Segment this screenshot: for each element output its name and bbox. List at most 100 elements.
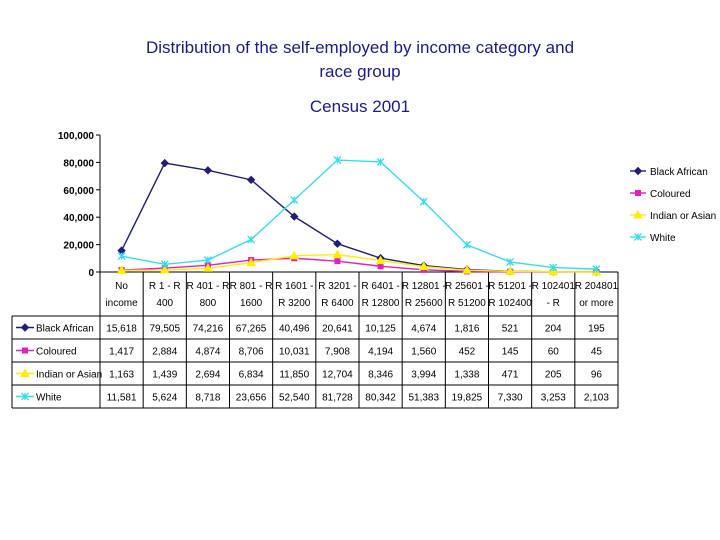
table-cell-indian-or-asian: 12,704 <box>322 370 353 381</box>
data-point-black-african <box>290 212 299 221</box>
table-cell-white: 5,624 <box>152 393 177 404</box>
table-cell-coloured: 60 <box>548 347 560 358</box>
category-label: 800 <box>200 298 217 309</box>
table-cell-black-african: 79,505 <box>149 324 180 335</box>
y-tick-label: 20,000 <box>63 241 94 252</box>
table-cell-coloured: 8,706 <box>239 347 264 358</box>
table-cell-white: 23,656 <box>236 393 267 404</box>
table-cell-coloured: 10,031 <box>279 347 310 358</box>
y-tick-label: 0 <box>88 268 94 279</box>
legend-label-white: White <box>650 233 676 244</box>
data-point-white <box>203 256 212 265</box>
table-cell-white: 81,728 <box>322 393 353 404</box>
table-cell-black-african: 20,641 <box>322 324 353 335</box>
category-label: income <box>105 298 138 309</box>
data-point-indian-or-asian <box>375 255 386 265</box>
table-key-marker-white <box>21 392 29 401</box>
category-label: - R <box>547 298 560 309</box>
category-label: R 204801 <box>575 281 619 292</box>
legend-label-black-african: Black African <box>650 167 708 178</box>
category-label: No <box>115 281 128 292</box>
table-cell-indian-or-asian: 1,439 <box>152 370 177 381</box>
table-cell-coloured: 2,884 <box>152 347 177 358</box>
data-point-white <box>419 197 428 206</box>
data-point-indian-or-asian <box>116 265 127 274</box>
category-label: R 3200 <box>278 298 311 309</box>
table-row-label-coloured: Coloured <box>36 347 77 358</box>
chart-title-line-2: race group <box>319 62 401 81</box>
category-label: R 51201 - <box>488 281 532 292</box>
legend-label-indian-or-asian: Indian or Asian <box>650 211 716 222</box>
category-label: R 25600 <box>405 298 443 309</box>
data-point-indian-or-asian <box>289 250 300 260</box>
category-label: R 6400 <box>321 298 354 309</box>
data-point-indian-or-asian <box>332 249 343 259</box>
category-label: R 102401 <box>532 281 576 292</box>
table-cell-black-african: 521 <box>502 324 519 335</box>
table-cell-black-african: 1,816 <box>454 324 479 335</box>
chart-subtitle: Census 2001 <box>309 97 411 116</box>
table-cell-black-african: 195 <box>588 324 605 335</box>
table-cell-black-african: 204 <box>545 324 562 335</box>
y-tick-label: 40,000 <box>63 213 94 224</box>
table-cell-white: 19,825 <box>452 393 483 404</box>
table-cell-white: 7,330 <box>498 393 523 404</box>
category-label: R 3201 - <box>318 281 356 292</box>
table-cell-indian-or-asian: 1,163 <box>109 370 134 381</box>
data-point-white <box>247 235 256 244</box>
chart-title-line-1: Distribution of the self-employed by inc… <box>145 38 575 57</box>
y-tick-label: 60,000 <box>63 186 94 197</box>
table-cell-indian-or-asian: 11,850 <box>279 370 309 381</box>
table-row-label-indian-or-asian: Indian or Asian <box>36 370 102 381</box>
category-label: 1600 <box>240 298 263 309</box>
legend-marker-black-african <box>633 166 643 176</box>
data-point-indian-or-asian <box>246 257 256 267</box>
table-cell-coloured: 1,417 <box>109 347 134 358</box>
category-label: R 1601 - <box>275 281 313 292</box>
table-cell-white: 80,342 <box>365 393 396 404</box>
legend-marker-coloured <box>635 190 641 196</box>
data-point-coloured <box>334 258 341 265</box>
table-cell-black-african: 74,216 <box>193 324 224 335</box>
table-cell-indian-or-asian: 3,994 <box>411 370 436 381</box>
category-label: R 51200 <box>448 298 486 309</box>
data-point-white <box>462 240 471 249</box>
data-point-white <box>117 252 126 261</box>
table-cell-coloured: 4,194 <box>368 347 393 358</box>
data-point-indian-or-asian <box>418 261 429 271</box>
data-point-white <box>333 156 342 164</box>
table-key-marker-coloured <box>22 347 28 354</box>
category-label: R 25601 - <box>445 281 489 292</box>
data-point-black-african <box>333 239 342 248</box>
table-cell-coloured: 7,908 <box>325 347 350 358</box>
table-cell-black-african: 40,496 <box>279 324 310 335</box>
series-line-coloured <box>121 257 597 273</box>
category-label: R 12801 - <box>402 281 446 292</box>
table-cell-black-african: 67,265 <box>236 324 267 335</box>
data-point-black-african <box>246 175 256 185</box>
table-cell-indian-or-asian: 2,694 <box>195 370 220 381</box>
table-cell-white: 8,718 <box>195 393 220 404</box>
series-line-white <box>121 159 597 270</box>
legend-marker-indian-or-asian <box>633 209 643 219</box>
category-label: R 12800 <box>362 298 400 309</box>
table-cell-white: 2,103 <box>584 393 609 404</box>
data-point-indian-or-asian <box>505 266 515 275</box>
table-row-label-black-african: Black African <box>36 324 94 335</box>
data-point-white <box>592 265 601 274</box>
data-point-indian-or-asian <box>203 263 213 272</box>
table-cell-black-african: 4,674 <box>411 324 436 335</box>
data-point-white <box>290 196 299 204</box>
data-point-black-african <box>203 166 213 175</box>
category-label: R 801 - R <box>230 281 273 292</box>
category-label: R 6401 - <box>361 281 399 292</box>
table-key-marker-black-african <box>20 323 30 332</box>
table-key-marker-indian-or-asian <box>20 368 30 377</box>
data-point-white <box>376 157 385 166</box>
table-cell-coloured: 1,560 <box>411 347 436 358</box>
legend-marker-white <box>634 233 642 241</box>
table-cell-white: 52,540 <box>279 393 310 404</box>
category-label: R 1 - R <box>149 281 181 292</box>
table-cell-coloured: 45 <box>591 347 603 358</box>
